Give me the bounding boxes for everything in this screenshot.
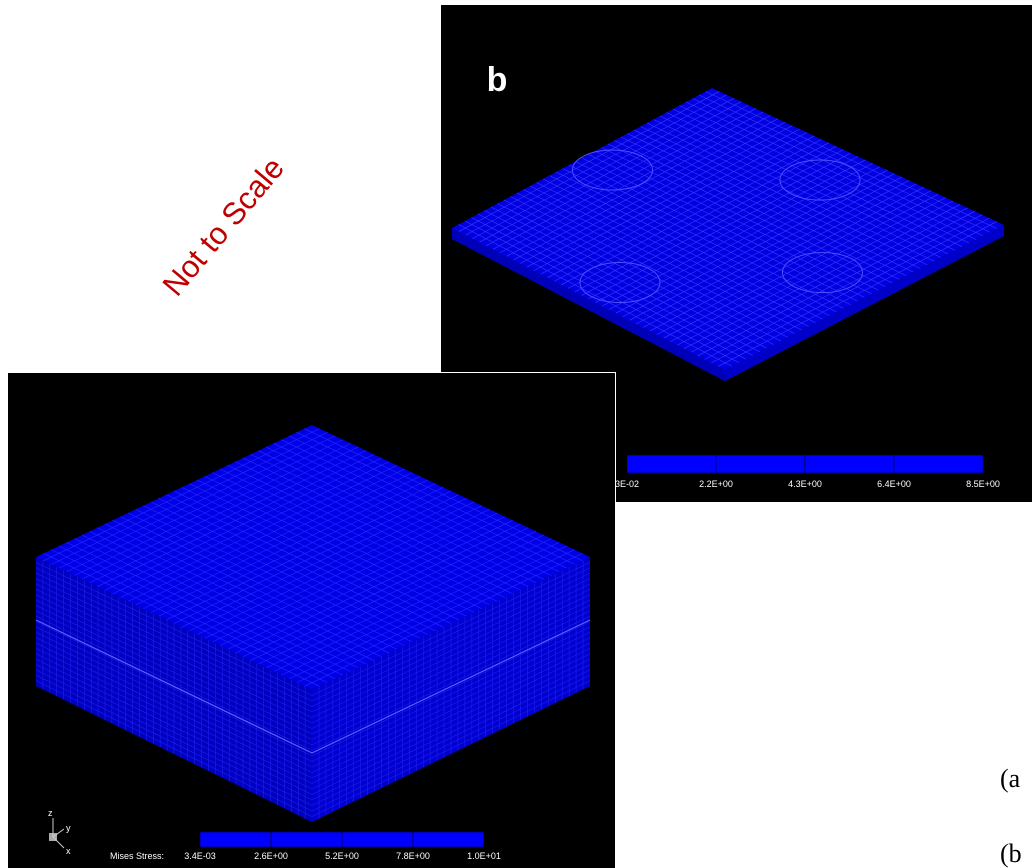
- legend-label: 4.3E+00: [788, 479, 822, 489]
- caption: (b: [1000, 839, 1022, 868]
- legend-swatch: [271, 832, 342, 847]
- legend-label: 3E-02: [615, 479, 639, 489]
- legend-label: 3.4E-03: [184, 851, 216, 861]
- legend-swatch: [413, 832, 484, 847]
- legend-label: 8.5E+00: [966, 479, 1000, 489]
- legend-swatch: [894, 455, 983, 473]
- legend-swatch: [716, 455, 805, 473]
- legend-swatch: [342, 832, 413, 847]
- axis-label: y: [66, 823, 71, 833]
- figure: Not to Scale b 3E-02 2.2E+00 4.3E+00 6.4E+0…: [0, 0, 1032, 868]
- legend-title: Mises Stress:: [110, 851, 164, 861]
- legend-label: 1.0E+01: [467, 851, 501, 861]
- caption: (a: [1000, 764, 1021, 793]
- axis-label: x: [66, 846, 71, 856]
- legend-swatch: [200, 832, 271, 847]
- legend-label: 7.8E+00: [396, 851, 430, 861]
- panel-label: b: [487, 61, 508, 99]
- watermark: Not to Scale: [156, 151, 291, 303]
- legend-label: 2.6E+00: [254, 851, 288, 861]
- legend-label: 6.4E+00: [877, 479, 911, 489]
- axis-label: z: [48, 808, 53, 818]
- legend-label: 2.2E+00: [699, 479, 733, 489]
- legend-swatch: [805, 455, 894, 473]
- panel-a: z y x Mises Stress: 3.4E-03 2.6E+00 5.2E+0…: [8, 373, 616, 868]
- legend-swatch: [627, 455, 716, 473]
- legend-label: 5.2E+00: [325, 851, 359, 861]
